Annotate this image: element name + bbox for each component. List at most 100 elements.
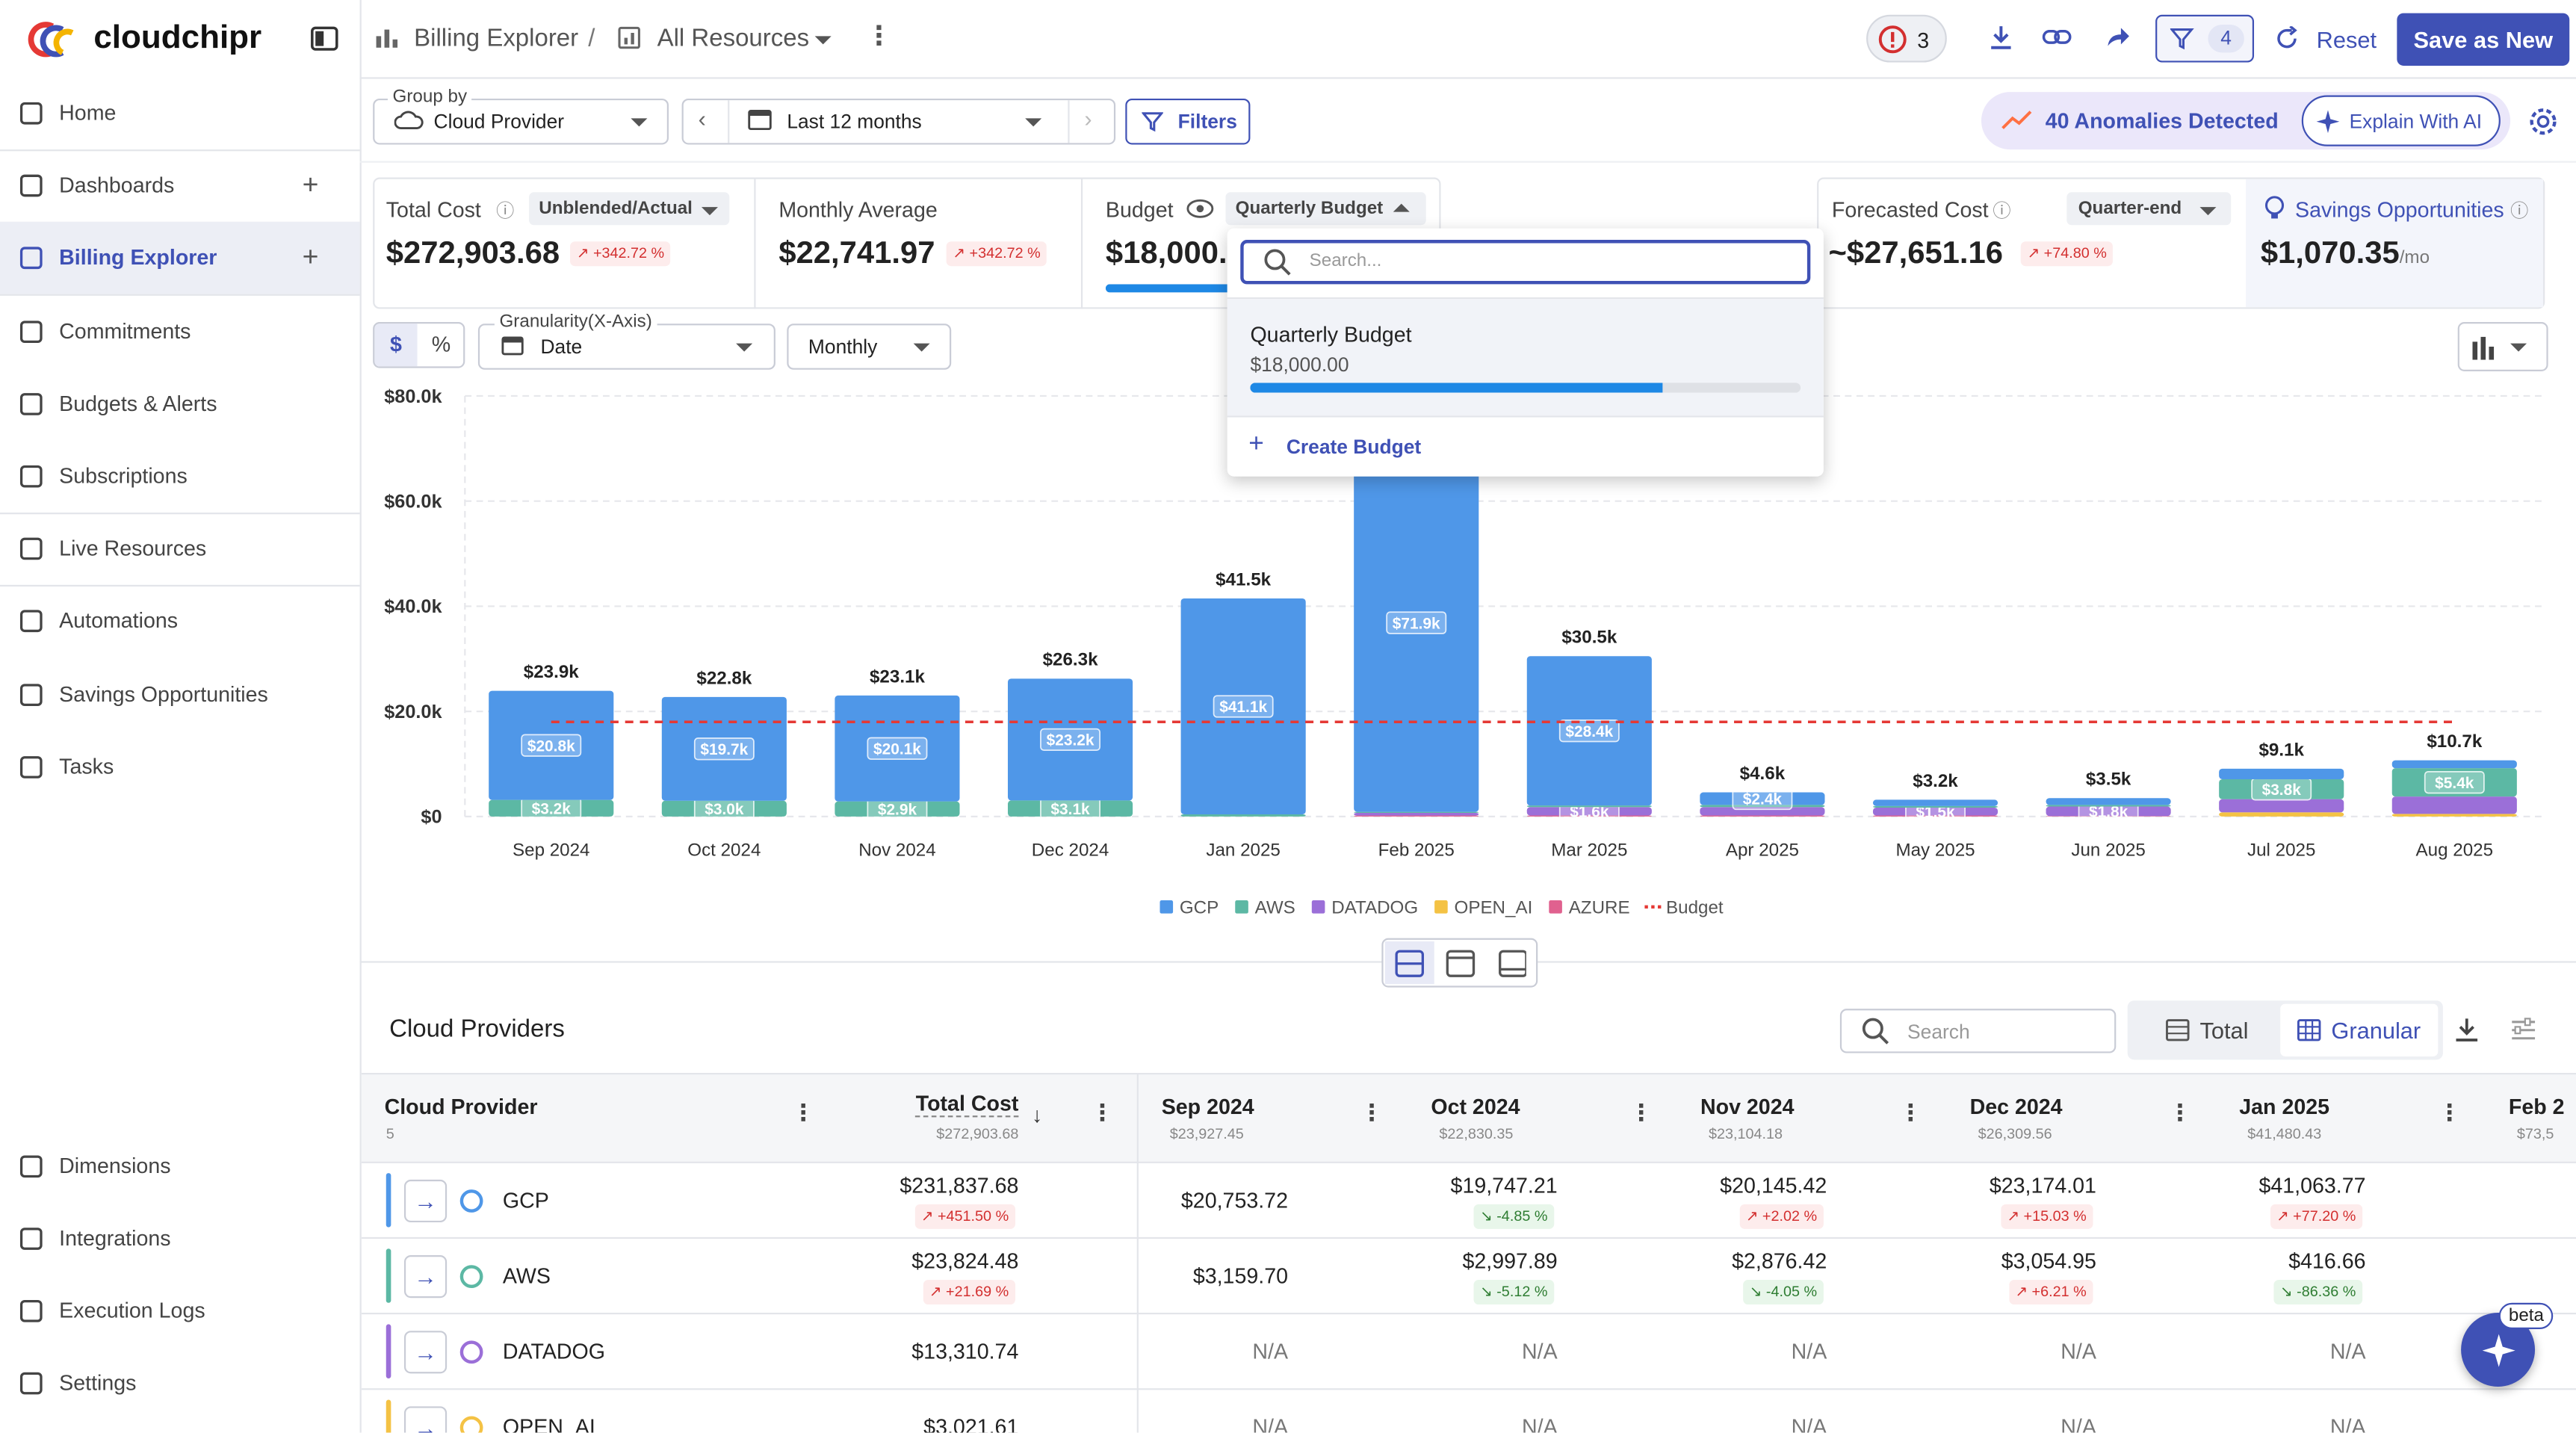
currency-button[interactable]: $ [374, 324, 418, 367]
cloud-icon [394, 111, 424, 129]
segment-label: $20.8k [527, 737, 575, 755]
bar-segment [1354, 811, 1479, 813]
legend-swatch [1434, 900, 1448, 914]
nav-item[interactable]: Subscriptions [59, 463, 188, 489]
column-menu: ⋮ [791, 1099, 815, 1126]
nav-item[interactable]: Live Resources [59, 536, 207, 561]
anomalies-banner[interactable]: 40 Anomalies Detected Explain With AI [1981, 92, 2511, 150]
link-icon[interactable] [2042, 25, 2072, 51]
reset-button[interactable]: Reset [2316, 26, 2377, 53]
chart: $0 $20.0k $40.0k $60.0k $80.0k $3.2k $20.8k $23… [384, 386, 2544, 918]
granular-button[interactable] [2280, 1003, 2439, 1056]
layout-toggle [1381, 938, 1538, 988]
card-title: Forecasted Cost [1831, 196, 1989, 222]
caret [736, 343, 753, 352]
legend-swatch [1159, 900, 1174, 914]
alerts-pill[interactable]: 3 [1866, 14, 1947, 63]
view-select[interactable]: All Resources [657, 24, 810, 53]
nav-icon [19, 538, 43, 560]
nav-item[interactable]: Billing Explorer [59, 245, 217, 270]
column-subheader: $73,5 [2516, 1125, 2554, 1142]
nav-item[interactable]: Automations [59, 608, 179, 634]
eye-icon[interactable] [1186, 199, 1214, 218]
x-tick-label: Nov 2024 [858, 841, 935, 861]
provider-name: OPEN_AI [502, 1414, 595, 1433]
cost-type-select[interactable] [529, 192, 730, 226]
segment-label-bg [1386, 611, 1447, 634]
bar-segment [1700, 815, 1825, 817]
savings-card[interactable] [2246, 179, 2544, 308]
percent-button[interactable]: % [431, 332, 451, 357]
date-range-select[interactable] [681, 98, 1116, 145]
x-tick-label: Aug 2025 [2416, 841, 2494, 861]
nav-item[interactable]: Dimensions [59, 1153, 171, 1178]
total-button[interactable]: Total [2199, 1017, 2249, 1044]
nav-item[interactable]: Budgets & Alerts [59, 390, 217, 415]
filter-count: 4 [2208, 24, 2244, 53]
nav-icon [19, 247, 43, 270]
segment-label: $1.6k [1570, 804, 1609, 821]
budget-option[interactable] [1227, 299, 1824, 416]
filters-button[interactable]: Filters [1125, 98, 1251, 145]
change-text: -4.05 % [1765, 1283, 1818, 1300]
kebab-menu[interactable]: ⋮ [865, 22, 893, 52]
nav-active-bg [0, 222, 360, 295]
segment-label-bg [1040, 728, 1101, 752]
total-label: $41.5k [1216, 569, 1271, 589]
nav-icon [19, 1299, 43, 1322]
nav-item[interactable]: Integrations [59, 1225, 171, 1251]
bar-segment [489, 690, 614, 800]
save-as-new-button[interactable]: Save as New [2397, 13, 2570, 66]
nav-item[interactable]: Commitments [59, 318, 191, 343]
nav-item[interactable]: Savings Opportunities [59, 681, 268, 706]
bar-segment [1526, 656, 1652, 806]
bar-segment [1700, 792, 1825, 805]
nav-item[interactable]: Home [59, 100, 117, 126]
x-tick-label: Jun 2025 [2071, 841, 2145, 861]
budget-select[interactable] [1225, 192, 1426, 226]
y-tick-label: $0 [421, 807, 442, 828]
table-settings[interactable] [2510, 1017, 2536, 1042]
filter-count-button[interactable]: 4 [2155, 14, 2255, 63]
bar-segment [2391, 796, 2517, 814]
create-budget-button[interactable]: Create Budget [1286, 435, 1422, 459]
download-icon[interactable] [1988, 25, 2014, 51]
column-menu: ⋮ [1629, 1099, 1653, 1126]
budget-progress [1105, 284, 1340, 293]
change-text: +74.80 % [2043, 244, 2107, 261]
column-header: Nov 2024 [1700, 1094, 1795, 1119]
reset-icon [2277, 26, 2297, 49]
explain-button[interactable]: Explain With AI [2301, 95, 2501, 146]
table-search[interactable]: Search [1839, 1009, 2117, 1053]
segment-label-bg [867, 737, 928, 760]
sort-icon: ↓ [1031, 1102, 1043, 1127]
column-menu: ⋮ [1091, 1099, 1114, 1126]
segment-label: $71.9k [1393, 615, 1440, 632]
budget-search[interactable]: Search... [1240, 240, 1811, 285]
ai-assistant-button[interactable] [2461, 1313, 2536, 1387]
bar-segment [1007, 678, 1133, 801]
sidebar-toggle[interactable] [311, 26, 341, 52]
share-icon[interactable] [2105, 25, 2131, 51]
view-icon [618, 26, 640, 49]
logo-text: cloudchipr [93, 19, 262, 56]
prev-button[interactable]: ‹ [698, 105, 706, 131]
bar-segment [661, 800, 787, 817]
chart-type-select[interactable] [2457, 322, 2548, 371]
column-menu: ⋮ [2168, 1099, 2192, 1126]
breadcrumb[interactable]: Billing Explorer [414, 24, 579, 53]
cell-na: N/A [1252, 1414, 1289, 1433]
column-header: Total Cost [915, 1091, 1019, 1118]
table-download[interactable] [2454, 1017, 2479, 1043]
nav-item[interactable]: Tasks [59, 753, 114, 779]
next-button[interactable]: › [1084, 105, 1092, 131]
settings-icon[interactable] [2528, 107, 2558, 137]
change-text: +6.21 % [2031, 1283, 2087, 1300]
nav-item[interactable]: Execution Logs [59, 1298, 205, 1323]
segment-label: $2.4k [1743, 791, 1783, 808]
change-badge: ↗ +21.69 % [923, 1280, 1015, 1305]
nav-item[interactable]: Settings [59, 1369, 137, 1395]
nav-item[interactable]: Dashboards [59, 173, 175, 198]
filter-icon [1142, 112, 1163, 132]
cell-value: $416.66 [2288, 1248, 2366, 1274]
